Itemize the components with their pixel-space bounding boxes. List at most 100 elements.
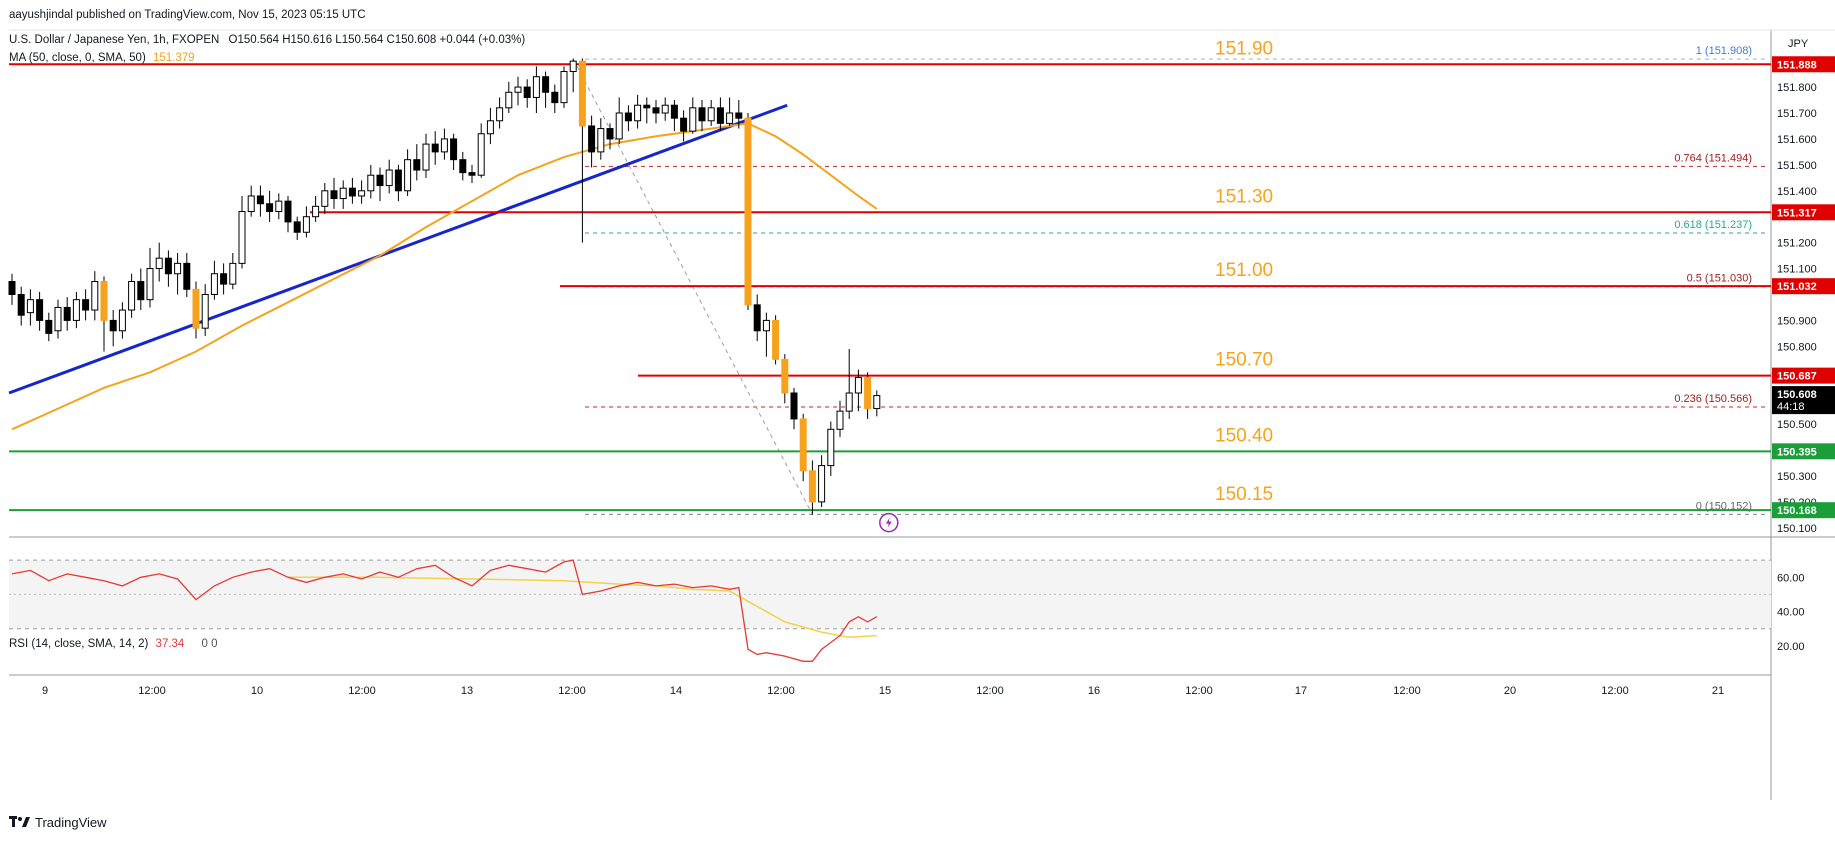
event-marker[interactable] — [879, 512, 899, 533]
candle[interactable] — [689, 97, 697, 134]
candle[interactable] — [514, 76, 522, 106]
candle[interactable] — [772, 315, 780, 365]
candle[interactable] — [670, 100, 678, 132]
candle[interactable] — [275, 193, 283, 220]
candle[interactable] — [542, 71, 550, 108]
candle[interactable] — [100, 276, 108, 352]
candle[interactable] — [36, 291, 44, 331]
candle[interactable] — [468, 164, 476, 183]
candle[interactable] — [716, 97, 724, 132]
candle[interactable] — [339, 180, 347, 209]
candle[interactable] — [606, 123, 614, 150]
candle[interactable] — [753, 294, 761, 342]
candle[interactable] — [8, 273, 16, 305]
candle[interactable] — [523, 79, 531, 108]
candle[interactable] — [477, 123, 485, 178]
candle[interactable] — [404, 149, 412, 196]
candle[interactable] — [698, 100, 706, 132]
candle[interactable] — [63, 297, 71, 331]
candle[interactable] — [183, 253, 191, 298]
candle[interactable] — [302, 206, 310, 238]
candle[interactable] — [652, 100, 660, 124]
tradingview-logo[interactable]: TradingView — [9, 815, 107, 830]
candle[interactable] — [229, 253, 237, 290]
ma-legend[interactable]: MA (50, close, 0, SMA, 50) 151.379 — [9, 52, 195, 64]
candle[interactable] — [293, 216, 301, 241]
candle[interactable] — [137, 268, 145, 311]
candle[interactable] — [707, 100, 715, 126]
rsi-legend[interactable]: RSI (14, close, SMA, 14, 2) 37.34 0 0 — [9, 638, 218, 650]
candle[interactable] — [496, 97, 504, 129]
candle[interactable] — [551, 84, 559, 113]
candle[interactable] — [560, 66, 568, 108]
candle[interactable] — [109, 310, 117, 347]
candle[interactable] — [450, 133, 458, 171]
candle[interactable] — [836, 400, 844, 438]
candle[interactable] — [799, 413, 807, 482]
candle[interactable] — [385, 159, 393, 194]
candle[interactable] — [854, 369, 862, 412]
symbol-legend[interactable]: U.S. Dollar / Japanese Yen, 1h, FXOPEN O… — [9, 34, 525, 46]
candle[interactable] — [220, 263, 228, 295]
candle[interactable] — [634, 94, 642, 129]
candle[interactable] — [413, 144, 421, 181]
candle[interactable] — [459, 151, 467, 181]
candle[interactable] — [643, 97, 651, 124]
candle[interactable] — [238, 195, 246, 269]
candle[interactable] — [54, 299, 62, 339]
candle[interactable] — [367, 164, 375, 199]
candle[interactable] — [72, 291, 80, 329]
candle[interactable] — [505, 81, 513, 113]
candle[interactable] — [588, 115, 596, 168]
candle[interactable] — [210, 260, 218, 300]
candle[interactable] — [818, 455, 826, 508]
candle[interactable] — [680, 110, 688, 142]
candle[interactable] — [661, 97, 669, 121]
candle[interactable] — [781, 354, 789, 404]
candle[interactable] — [624, 105, 632, 132]
candle[interactable] — [808, 460, 816, 515]
candle[interactable] — [284, 195, 292, 233]
candle[interactable] — [726, 97, 734, 126]
candle[interactable] — [845, 348, 853, 419]
candle[interactable] — [256, 185, 264, 217]
candle[interactable] — [155, 242, 163, 282]
candle[interactable] — [827, 421, 835, 476]
candle[interactable] — [394, 164, 402, 202]
candle[interactable] — [192, 281, 200, 339]
candle[interactable] — [82, 289, 90, 321]
candle[interactable] — [864, 372, 872, 419]
candle[interactable] — [164, 250, 172, 287]
candle[interactable] — [744, 113, 752, 311]
candle[interactable] — [174, 253, 182, 295]
candle[interactable] — [247, 185, 255, 217]
candle[interactable] — [597, 118, 605, 160]
candle[interactable] — [91, 271, 99, 321]
candle[interactable] — [358, 180, 366, 204]
candle[interactable] — [321, 183, 329, 215]
candle[interactable] — [201, 284, 209, 336]
candle[interactable] — [146, 247, 154, 308]
candle[interactable] — [128, 273, 136, 318]
candle[interactable] — [431, 131, 439, 165]
candle[interactable] — [266, 190, 274, 222]
candle[interactable] — [532, 66, 540, 113]
candle[interactable] — [440, 128, 448, 160]
candle[interactable] — [45, 312, 53, 342]
candle[interactable] — [376, 167, 384, 202]
candle[interactable] — [735, 100, 743, 129]
candle[interactable] — [615, 97, 623, 145]
candle[interactable] — [873, 390, 881, 417]
candle[interactable] — [422, 133, 430, 178]
candle[interactable] — [330, 177, 338, 209]
candle[interactable] — [17, 286, 25, 326]
candle[interactable] — [790, 387, 798, 430]
candle[interactable] — [118, 302, 126, 339]
candle[interactable] — [578, 58, 586, 243]
candle[interactable] — [312, 195, 320, 222]
candle[interactable] — [762, 312, 770, 357]
candle[interactable] — [348, 177, 356, 204]
candle[interactable] — [569, 58, 577, 93]
candle[interactable] — [26, 289, 34, 326]
